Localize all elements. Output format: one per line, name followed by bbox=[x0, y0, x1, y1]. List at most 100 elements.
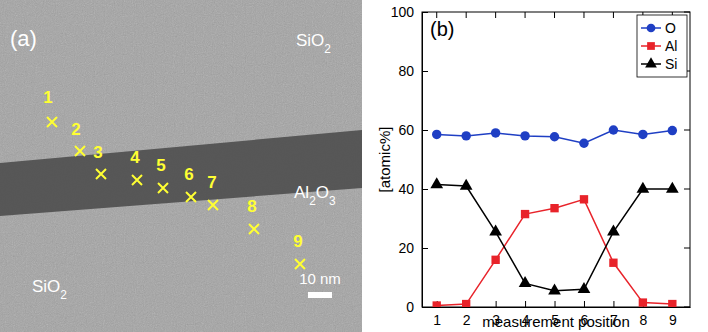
tick-mark bbox=[684, 130, 690, 131]
data-point bbox=[578, 282, 591, 293]
data-point bbox=[607, 224, 620, 235]
measurement-cross bbox=[249, 224, 259, 234]
data-point bbox=[489, 224, 502, 235]
data-point bbox=[491, 128, 500, 137]
tick-mark bbox=[684, 248, 690, 249]
data-point bbox=[432, 130, 441, 139]
tick-mark bbox=[422, 71, 428, 72]
tick-mark bbox=[422, 189, 428, 190]
data-point bbox=[638, 130, 647, 139]
data-point bbox=[461, 131, 470, 140]
data-point bbox=[520, 131, 529, 140]
tick-mark bbox=[684, 307, 690, 308]
tick: 1 bbox=[433, 301, 441, 328]
scale-bar-label: 10 nm bbox=[299, 270, 341, 287]
data-point bbox=[609, 259, 617, 267]
measurement-cross bbox=[158, 183, 168, 193]
region-label: SiO2 bbox=[32, 277, 67, 302]
data-point bbox=[548, 283, 561, 294]
legend-marker bbox=[647, 42, 655, 50]
tick-mark bbox=[466, 12, 467, 18]
tick-label: 0 bbox=[406, 299, 414, 315]
legend-label: O bbox=[665, 20, 676, 36]
axis-line bbox=[422, 13, 423, 308]
measurement-cross bbox=[96, 169, 106, 179]
oxide-band bbox=[0, 130, 362, 216]
point-label: 6 bbox=[184, 165, 193, 184]
measurement-cross bbox=[75, 146, 85, 156]
legend: OAlSi bbox=[637, 15, 687, 77]
data-point bbox=[491, 256, 499, 264]
legend-marker bbox=[645, 57, 657, 67]
region-label: Al2O3 bbox=[294, 183, 336, 208]
tick-mark bbox=[525, 301, 526, 307]
series-line bbox=[437, 199, 673, 305]
tick-mark bbox=[583, 12, 584, 18]
x-axis-title: measurement position bbox=[482, 313, 630, 330]
point-label: 3 bbox=[93, 143, 102, 162]
tick: 100 bbox=[391, 4, 428, 20]
tick-mark bbox=[496, 301, 497, 307]
measurement-cross bbox=[47, 117, 57, 127]
tick: 20 bbox=[398, 240, 428, 256]
y-axis-title: [atomic%] bbox=[376, 127, 393, 193]
tick-mark bbox=[684, 12, 690, 13]
data-point bbox=[609, 125, 618, 134]
tick-mark bbox=[555, 301, 556, 307]
legend-box bbox=[637, 15, 687, 77]
tick: 60 bbox=[398, 122, 428, 138]
tick-label: 40 bbox=[398, 181, 414, 197]
data-point bbox=[668, 126, 677, 135]
tick-label: 1 bbox=[433, 312, 441, 328]
series-line bbox=[437, 185, 673, 291]
tick-label: 2 bbox=[463, 312, 471, 328]
tick-mark bbox=[525, 12, 526, 18]
data-point bbox=[666, 182, 679, 193]
panel-label: (a) bbox=[10, 26, 37, 51]
tick: 40 bbox=[398, 181, 428, 197]
series-line bbox=[437, 130, 673, 143]
tick-label: 9 bbox=[669, 312, 677, 328]
data-point bbox=[579, 139, 588, 148]
tick-mark bbox=[684, 189, 690, 190]
tick-mark bbox=[554, 12, 555, 18]
tick: 80 bbox=[398, 63, 428, 79]
point-label: 2 bbox=[71, 120, 80, 139]
region-label: SiO2 bbox=[296, 31, 331, 56]
point-label: 9 bbox=[293, 232, 302, 251]
tick-label: 60 bbox=[398, 122, 414, 138]
tick-label: 20 bbox=[398, 240, 414, 256]
point-label: 8 bbox=[247, 197, 256, 216]
measurement-cross bbox=[208, 200, 218, 210]
tick-mark bbox=[422, 130, 428, 131]
data-point bbox=[433, 301, 441, 307]
plot-frame bbox=[422, 12, 690, 307]
tick-label: 80 bbox=[398, 63, 414, 79]
point-label: 1 bbox=[43, 88, 52, 107]
legend-label: Si bbox=[665, 56, 677, 72]
plot-area bbox=[430, 125, 678, 307]
tick: 0 bbox=[406, 299, 428, 315]
tick-mark bbox=[495, 12, 496, 18]
point-label: 5 bbox=[156, 156, 165, 175]
point-label: 4 bbox=[130, 148, 140, 167]
micrograph-texture bbox=[0, 0, 362, 332]
data-point bbox=[637, 182, 650, 193]
tick-mark bbox=[584, 301, 585, 307]
axis-line bbox=[423, 307, 691, 308]
tick-label: 8 bbox=[639, 312, 647, 328]
data-point bbox=[550, 204, 558, 212]
micrograph bbox=[0, 0, 362, 332]
chart-title: (b) bbox=[430, 18, 454, 40]
point-label: 7 bbox=[207, 173, 216, 192]
tick-mark bbox=[613, 12, 614, 18]
tick-mark bbox=[422, 307, 428, 308]
data-point bbox=[430, 177, 443, 188]
measurement-cross bbox=[295, 259, 305, 269]
data-point bbox=[460, 179, 473, 190]
scale-bar bbox=[308, 292, 332, 298]
data-point bbox=[580, 195, 588, 203]
data-point bbox=[462, 300, 470, 307]
y-axis: 0 20 40 60 80 100 bbox=[391, 4, 428, 315]
tick-mark bbox=[422, 12, 428, 13]
